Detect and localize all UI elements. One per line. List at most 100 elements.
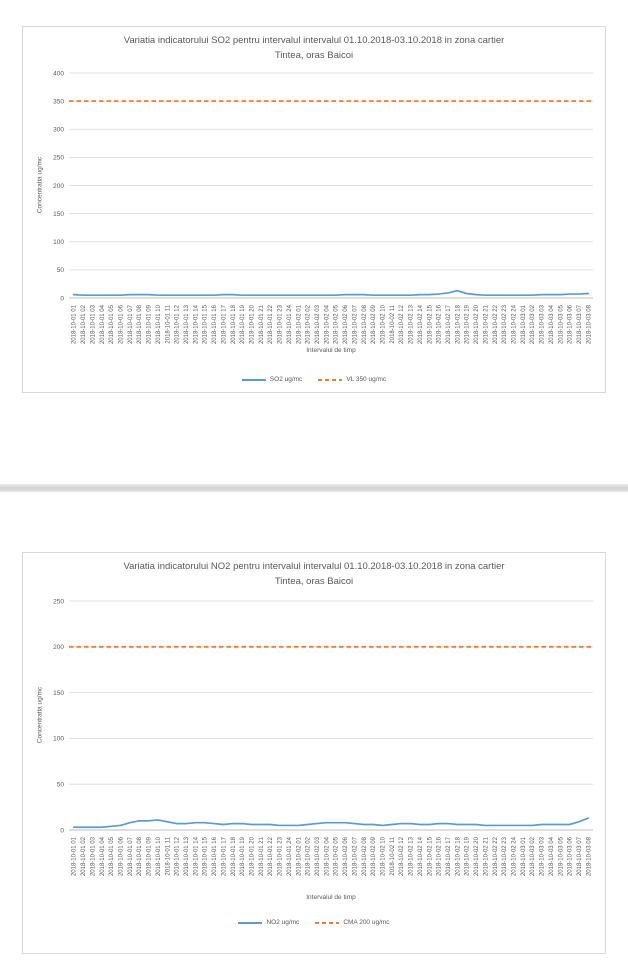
svg-text:2018-10-02 18: 2018-10-02 18: [455, 304, 461, 344]
svg-text:2018-10-01 14: 2018-10-01 14: [193, 304, 199, 344]
svg-text:2018-10-01 11: 2018-10-01 11: [165, 304, 171, 343]
svg-text:2018-10-03 03: 2018-10-03 03: [540, 304, 546, 344]
svg-text:2018-10-02 06: 2018-10-02 06: [343, 304, 349, 344]
svg-text:2018-10-02 08: 2018-10-02 08: [362, 836, 368, 876]
svg-text:2018-10-01 03: 2018-10-01 03: [90, 304, 96, 344]
svg-text:2018-10-02 07: 2018-10-02 07: [352, 304, 358, 344]
svg-text:2018-10-03 07: 2018-10-03 07: [577, 836, 583, 876]
svg-text:2018-10-02 01: 2018-10-02 01: [296, 836, 302, 876]
svg-text:2018-10-03 04: 2018-10-03 04: [549, 304, 555, 344]
svg-text:400: 400: [53, 70, 64, 77]
legend-item-so2: SO2 ug/mc: [241, 376, 302, 383]
svg-text:0: 0: [60, 827, 64, 834]
svg-text:2018-10-01 15: 2018-10-01 15: [203, 836, 209, 876]
svg-text:2018-10-01 23: 2018-10-01 23: [278, 836, 284, 876]
svg-text:0: 0: [60, 295, 64, 302]
svg-text:2018-10-02 01: 2018-10-02 01: [296, 304, 302, 344]
legend-item-cma: CMA 200 ug/mc: [315, 919, 390, 926]
svg-text:2018-10-01 22: 2018-10-01 22: [268, 304, 274, 344]
svg-text:2018-10-01 17: 2018-10-01 17: [221, 836, 227, 876]
svg-text:2018-10-02 16: 2018-10-02 16: [437, 304, 443, 344]
svg-text:2018-10-02 15: 2018-10-02 15: [427, 304, 433, 344]
svg-text:2018-10-01 17: 2018-10-01 17: [221, 304, 227, 344]
svg-text:2018-10-01 22: 2018-10-01 22: [268, 836, 274, 876]
svg-text:2018-10-03 08: 2018-10-03 08: [586, 836, 592, 876]
svg-text:2018-10-01 09: 2018-10-01 09: [147, 304, 153, 344]
svg-text:2018-10-01 08: 2018-10-01 08: [137, 304, 143, 344]
dashed-line-swatch-icon: [318, 378, 343, 381]
svg-text:2018-10-02 09: 2018-10-02 09: [371, 304, 377, 344]
so2-chart-title: Variatia indicatorului SO2 pentru interv…: [23, 33, 605, 63]
svg-text:2018-10-02 13: 2018-10-02 13: [409, 836, 415, 876]
so2-chart-card: Variatia indicatorului SO2 pentru interv…: [22, 26, 606, 393]
svg-text:2018-10-01 04: 2018-10-01 04: [100, 304, 106, 344]
svg-text:2018-10-01 02: 2018-10-01 02: [81, 836, 87, 876]
svg-text:2018-10-01 16: 2018-10-01 16: [212, 836, 218, 876]
svg-text:2018-10-02 16: 2018-10-02 16: [437, 836, 443, 876]
svg-text:2018-10-02 21: 2018-10-02 21: [483, 304, 489, 344]
svg-text:2018-10-02 21: 2018-10-02 21: [483, 836, 489, 876]
svg-text:2018-10-03 06: 2018-10-03 06: [568, 304, 574, 344]
page-break-separator: [0, 484, 628, 492]
no2-x-axis-title: Intervalul de timp: [306, 894, 356, 901]
svg-text:2018-10-02 09: 2018-10-02 09: [371, 836, 377, 876]
solid-line-swatch-icon: [241, 378, 266, 381]
svg-text:100: 100: [53, 239, 64, 246]
no2-chart-card: Variatia indicatorului NO2 pentru interv…: [22, 552, 606, 954]
svg-text:2018-10-02 03: 2018-10-02 03: [315, 304, 321, 344]
svg-text:2018-10-03 01: 2018-10-03 01: [521, 304, 527, 344]
svg-text:2018-10-01 20: 2018-10-01 20: [249, 836, 255, 876]
svg-text:2018-10-02 10: 2018-10-02 10: [380, 836, 386, 876]
svg-text:2018-10-03 05: 2018-10-03 05: [558, 836, 564, 876]
legend-label: CMA 200 ug/mc: [343, 919, 390, 926]
svg-text:2018-10-02 04: 2018-10-02 04: [324, 836, 330, 876]
svg-text:2018-10-01 05: 2018-10-01 05: [109, 304, 115, 344]
svg-text:2018-10-02 10: 2018-10-02 10: [380, 304, 386, 344]
solid-line-swatch-icon: [238, 921, 263, 924]
svg-text:2018-10-02 15: 2018-10-02 15: [427, 836, 433, 876]
svg-text:2018-10-02 23: 2018-10-02 23: [502, 304, 508, 344]
svg-text:2018-10-02 20: 2018-10-02 20: [474, 836, 480, 876]
svg-text:2018-10-02 02: 2018-10-02 02: [306, 304, 312, 344]
svg-text:2018-10-02 22: 2018-10-02 22: [493, 836, 499, 876]
svg-text:2018-10-01 20: 2018-10-01 20: [249, 304, 255, 344]
svg-text:2018-10-01 11: 2018-10-01 11: [165, 836, 171, 875]
svg-text:2018-10-01 04: 2018-10-01 04: [100, 836, 106, 876]
svg-text:2018-10-02 07: 2018-10-02 07: [352, 836, 358, 876]
chart-title-line2: Tintea, oras Baicoi: [274, 50, 354, 61]
svg-text:2018-10-02 18: 2018-10-02 18: [455, 836, 461, 876]
svg-text:2018-10-01 21: 2018-10-01 21: [259, 304, 265, 344]
svg-text:2018-10-01 07: 2018-10-01 07: [128, 836, 134, 876]
legend-label: NO2 ug/mc: [266, 919, 300, 926]
chart-title-line1: Variatia indicatorului NO2 pentru interv…: [123, 561, 505, 572]
svg-text:2018-10-02 14: 2018-10-02 14: [418, 836, 424, 876]
svg-text:2018-10-02 24: 2018-10-02 24: [511, 836, 517, 876]
svg-text:2018-10-01 13: 2018-10-01 13: [184, 304, 190, 344]
svg-text:2018-10-02 03: 2018-10-02 03: [315, 836, 321, 876]
svg-text:100: 100: [53, 736, 64, 743]
svg-text:2018-10-02 12: 2018-10-02 12: [399, 836, 405, 876]
svg-text:2018-10-01 13: 2018-10-01 13: [184, 836, 190, 876]
legend-item-vl: VL 350 ug/mc: [318, 376, 386, 383]
svg-text:2018-10-02 05: 2018-10-02 05: [334, 836, 340, 876]
svg-text:2018-10-02 20: 2018-10-02 20: [474, 304, 480, 344]
chart-title-line1: Variatia indicatorului SO2 pentru interv…: [123, 35, 505, 46]
svg-text:2018-10-01 19: 2018-10-01 19: [240, 836, 246, 876]
svg-text:2018-10-01 10: 2018-10-01 10: [156, 304, 162, 344]
svg-text:2018-10-01 10: 2018-10-01 10: [156, 836, 162, 876]
svg-text:2018-10-01 06: 2018-10-01 06: [118, 836, 124, 876]
svg-text:2018-10-02 12: 2018-10-02 12: [399, 304, 405, 344]
svg-text:2018-10-01 19: 2018-10-01 19: [240, 304, 246, 344]
svg-text:2018-10-03 06: 2018-10-03 06: [568, 836, 574, 876]
svg-text:2018-10-02 08: 2018-10-02 08: [362, 304, 368, 344]
svg-text:2018-10-02 17: 2018-10-02 17: [446, 304, 452, 344]
svg-text:2018-10-02 17: 2018-10-02 17: [446, 836, 452, 876]
svg-text:2018-10-01 14: 2018-10-01 14: [193, 836, 199, 876]
svg-text:200: 200: [53, 644, 64, 651]
svg-text:2018-10-01 18: 2018-10-01 18: [231, 836, 237, 876]
svg-text:200: 200: [53, 183, 64, 190]
